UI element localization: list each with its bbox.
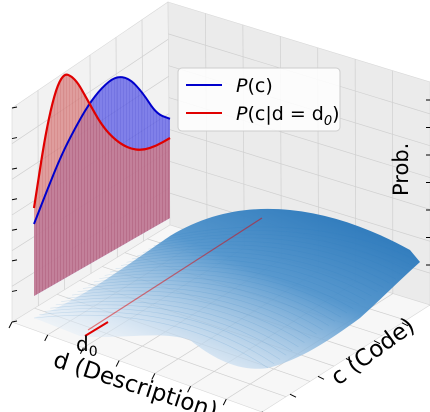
- surface-line: [110, 265, 354, 309]
- surface-line: [61, 297, 299, 348]
- conditional-curve: [32, 73, 171, 209]
- joint-surface: [33, 208, 421, 369]
- legend: P(c) P(c|d = d0): [177, 67, 341, 132]
- x-axis-tick: [151, 373, 156, 380]
- surface-line: [115, 262, 360, 305]
- surface-mesh: [34, 208, 420, 369]
- y-axis-tick: [289, 393, 297, 398]
- left-axis-tick: [11, 320, 18, 323]
- grid-line: [169, 129, 430, 210]
- surface-line: [169, 226, 421, 263]
- left-axis-tick: [11, 259, 18, 262]
- surface-line: [66, 294, 305, 343]
- legend-box: [177, 67, 341, 132]
- surface-line: [82, 283, 323, 331]
- marginal-slice: [32, 73, 171, 297]
- surface-lines: [33, 226, 421, 369]
- left-axis-tick: [11, 228, 18, 231]
- left-axis-tick: [11, 198, 18, 201]
- axis-ticks: [8, 99, 430, 412]
- x-axis-tick: [79, 347, 84, 354]
- y-axis-tick: [401, 322, 409, 327]
- y-axis-tick: [317, 375, 325, 380]
- surface-line: [126, 255, 372, 297]
- surface-line: [99, 272, 342, 318]
- surface-line: [55, 301, 293, 352]
- conditional-fill: [34, 74, 170, 296]
- surface-line: [50, 304, 287, 356]
- surface-line: [33, 314, 269, 369]
- surface-line: [142, 244, 390, 284]
- surface-line: [104, 269, 348, 314]
- surface-line: [93, 276, 336, 322]
- d0-marker-line-front: [84, 321, 109, 337]
- surface-line: [153, 237, 402, 275]
- x-axis-tick: [187, 386, 192, 393]
- left-axis-tick: [11, 137, 18, 140]
- surface-line: [77, 287, 317, 335]
- z-axis-label: Prob.: [389, 143, 413, 196]
- marginal-curve: [33, 76, 171, 225]
- surface-line: [148, 240, 396, 280]
- x-tick-label: d0: [76, 332, 98, 360]
- surface-line: [137, 248, 384, 288]
- grid-line: [169, 160, 430, 242]
- surface-line: [44, 307, 281, 360]
- legend-label-marginal: P(c): [236, 75, 273, 97]
- y-axis-tick: [345, 358, 353, 362]
- surface-line: [159, 233, 408, 271]
- d0-marker-line: [87, 217, 263, 331]
- left-axis-tick: [11, 167, 18, 170]
- surface-line: [72, 290, 311, 339]
- x-axis-tick: [44, 334, 49, 342]
- legend-label-conditional: P(c|d = d0): [236, 103, 340, 129]
- y-axis-tick: [373, 340, 381, 345]
- surface-line: [131, 251, 378, 292]
- surface-line: [120, 258, 366, 301]
- surface-line: [164, 230, 415, 267]
- left-axis-tick: [11, 289, 18, 292]
- x-axis-tick: [8, 321, 13, 329]
- x-axis-tick: [222, 398, 227, 406]
- x-axis-tick: [115, 360, 120, 367]
- left-axis-tick: [11, 106, 18, 109]
- surface-line: [88, 280, 329, 326]
- surface-line: [39, 311, 275, 365]
